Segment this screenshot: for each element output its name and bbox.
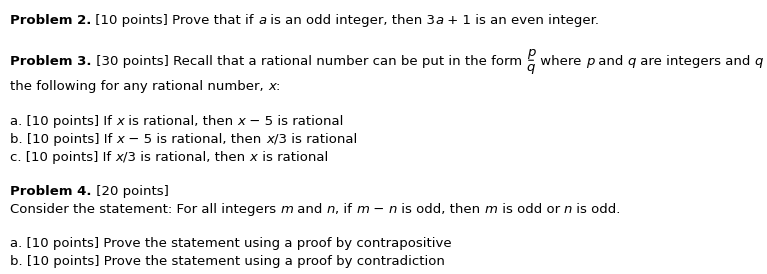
Text: Problem 4.: Problem 4.: [10, 185, 91, 198]
Text: p: p: [527, 46, 535, 59]
Text: is rational, then: is rational, then: [124, 115, 237, 128]
Text: x: x: [117, 133, 124, 146]
Text: a: a: [435, 14, 443, 27]
Text: a: a: [258, 14, 266, 27]
Text: n: n: [327, 203, 335, 216]
Text: is an odd integer, then 3: is an odd integer, then 3: [266, 14, 435, 27]
Text: Problem 2.: Problem 2.: [10, 14, 91, 27]
Text: x: x: [115, 151, 123, 164]
Text: c. [10 points] If: c. [10 points] If: [10, 151, 115, 164]
Text: x: x: [237, 115, 245, 128]
Text: , if: , if: [335, 203, 357, 216]
Text: [10 points] Prove that if: [10 points] Prove that if: [91, 14, 258, 27]
Text: q: q: [527, 61, 535, 74]
Text: Consider the statement: For all integers: Consider the statement: For all integers: [10, 203, 281, 216]
Text: x: x: [116, 115, 124, 128]
Text: Problem 3.: Problem 3.: [10, 55, 91, 68]
Text: ≠ 0. Prove: ≠ 0. Prove: [763, 55, 767, 68]
Text: is odd or: is odd or: [498, 203, 564, 216]
Text: x: x: [268, 80, 276, 93]
Text: are integers and: are integers and: [637, 55, 755, 68]
Text: m: m: [281, 203, 293, 216]
Text: a. [10 points] Prove the statement using a proof by contrapositive: a. [10 points] Prove the statement using…: [10, 237, 452, 250]
Text: n: n: [564, 203, 572, 216]
Text: and: and: [293, 203, 327, 216]
Text: x: x: [266, 133, 274, 146]
Text: q: q: [755, 55, 763, 68]
Text: − 5 is rational: − 5 is rational: [245, 115, 344, 128]
Text: and: and: [594, 55, 628, 68]
Text: − 5 is rational, then: − 5 is rational, then: [124, 133, 266, 146]
Text: x: x: [249, 151, 258, 164]
Text: p: p: [586, 55, 594, 68]
Text: [30 points] Recall that a rational number can be put in the form: [30 points] Recall that a rational numbe…: [91, 55, 526, 68]
Text: + 1 is an even integer.: + 1 is an even integer.: [443, 14, 599, 27]
Text: :: :: [276, 80, 280, 93]
Text: where: where: [536, 55, 586, 68]
Text: a. [10 points] If: a. [10 points] If: [10, 115, 116, 128]
Text: b. [10 points] Prove the statement using a proof by contradiction: b. [10 points] Prove the statement using…: [10, 255, 445, 268]
Text: m: m: [357, 203, 369, 216]
Text: /3 is rational: /3 is rational: [274, 133, 357, 146]
Text: −: −: [369, 203, 389, 216]
Text: q: q: [628, 55, 637, 68]
Text: is rational: is rational: [258, 151, 328, 164]
Text: b. [10 points] If: b. [10 points] If: [10, 133, 117, 146]
Text: n: n: [389, 203, 397, 216]
Text: the following for any rational number,: the following for any rational number,: [10, 80, 268, 93]
Text: m: m: [485, 203, 498, 216]
Text: is odd.: is odd.: [572, 203, 621, 216]
Text: [20 points]: [20 points]: [91, 185, 169, 198]
Text: /3 is rational, then: /3 is rational, then: [123, 151, 249, 164]
Text: is odd, then: is odd, then: [397, 203, 485, 216]
